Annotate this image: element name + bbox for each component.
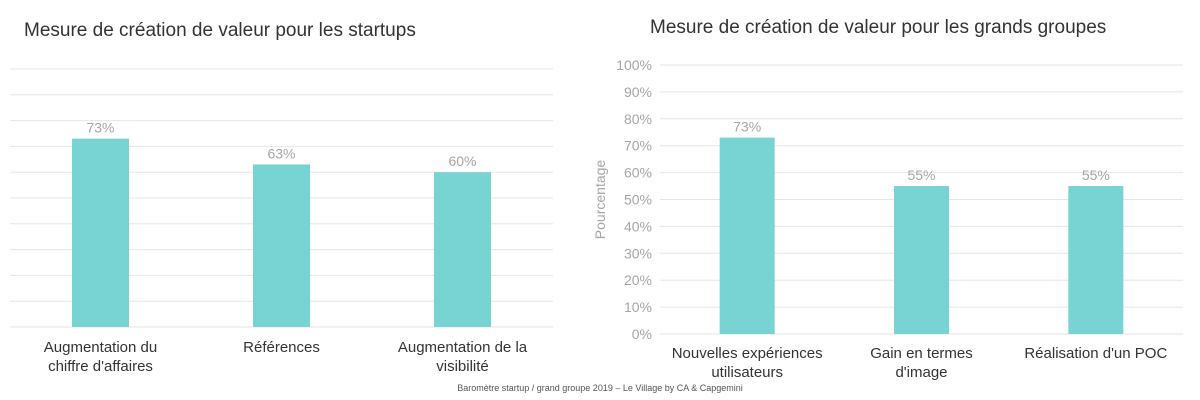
right-y-tick-label: 10% xyxy=(624,299,652,315)
right-y-tick-label: 60% xyxy=(624,165,652,181)
right-y-axis-label: Pourcentage xyxy=(592,160,608,240)
right-y-tick-label: 30% xyxy=(624,245,652,261)
source-footer: Baromètre startup / grand groupe 2019 – … xyxy=(457,383,743,393)
left-category-label: Augmentation du chiffre d'affaires xyxy=(44,339,157,375)
right-category-label: Nouvelles expériences utilisateurs xyxy=(672,345,823,381)
left-bar-chart: 73% Augmentation du chiffre d'affaires 63% R… xyxy=(10,68,553,375)
left-bar xyxy=(72,138,129,327)
left-bar xyxy=(253,164,310,327)
left-data-label: 63% xyxy=(267,145,295,161)
left-data-label: 60% xyxy=(448,153,476,169)
right-category-label: Gain en termes d'image xyxy=(870,345,973,381)
right-y-tick-label: 70% xyxy=(624,138,652,154)
left-bar xyxy=(434,172,491,327)
left-data-label: 73% xyxy=(86,120,114,136)
right-y-tick-label: 50% xyxy=(624,192,652,208)
right-bar xyxy=(719,137,775,334)
left-category-label: Références xyxy=(243,339,320,356)
right-bar xyxy=(894,186,949,334)
right-y-tick-label: 20% xyxy=(624,272,652,288)
right-y-tick-label: 0% xyxy=(632,326,652,342)
right-category-label: Réalisation d'un POC xyxy=(1024,345,1167,362)
right-y-tick-label: 100% xyxy=(616,57,652,73)
right-bar xyxy=(1068,186,1124,334)
right-y-tick-label: 40% xyxy=(624,218,652,234)
left-chart-title: Mesure de création de valeur pour les st… xyxy=(24,20,416,41)
right-chart-title: Mesure de création de valeur pour les gr… xyxy=(650,17,1107,38)
left-category-label: Augmentation de la visibilité xyxy=(398,339,528,375)
right-data-label: 55% xyxy=(907,167,935,183)
right-data-label: 55% xyxy=(1082,167,1110,183)
right-bar-chart: 0% 10% 20% 30% 40% 50% 60% 70% 80% 90% 100% Pourcen… xyxy=(592,57,1183,381)
right-y-tick-label: 90% xyxy=(624,84,652,100)
right-data-label: 73% xyxy=(733,119,761,135)
right-y-tick-label: 80% xyxy=(624,111,652,127)
